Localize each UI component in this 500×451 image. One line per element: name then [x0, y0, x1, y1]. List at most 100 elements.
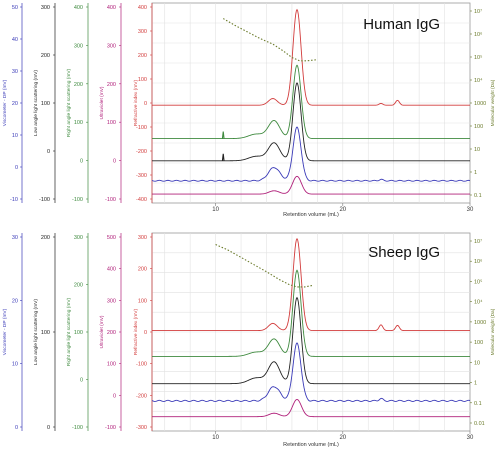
mw-tick-label: 1000 [474, 320, 486, 326]
x-tick-label: 10 [212, 435, 219, 441]
y-tick-label-rals: 200 [74, 283, 83, 289]
y-tick-label-ri: -100 [136, 125, 147, 131]
series-top [151, 8, 471, 195]
series-bottom [151, 237, 471, 418]
y-tick-label-rals: 0 [80, 378, 83, 384]
y-tick-label-rals: 100 [74, 120, 83, 126]
y-tick-label-uv: 100 [107, 362, 116, 368]
y-tick-label-visc: 20 [12, 298, 18, 304]
y-axis-label-rals: Right angle light scattering (mV) [66, 68, 72, 137]
mw-axis-label: Molecular weight (Da) [490, 79, 496, 126]
y-tick-label-ri: -400 [136, 197, 147, 203]
series-line-ri [152, 237, 470, 332]
mw-tick-label: 1 [474, 170, 477, 176]
mw-tick-label: 100 [474, 124, 483, 130]
series-line-uv [152, 398, 470, 418]
x-tick-label: 30 [467, 435, 474, 441]
y-tick-label-rals: -100 [72, 425, 83, 431]
x-axis-label-top: Retention volume (mL) [283, 212, 339, 218]
chart-title-top: Human IgG [363, 16, 440, 33]
mw-tick-label: 1 [474, 381, 477, 387]
chart-title-bottom: Sheep IgG [368, 244, 440, 261]
y-tick-label-visc: -10 [10, 197, 18, 203]
mw-tick-label: 10⁵ [474, 278, 482, 285]
series-line-ri [152, 8, 470, 106]
y-tick-label-visc: 10 [12, 133, 18, 139]
y-tick-label-rals: 300 [74, 235, 83, 241]
y-tick-label-visc: 40 [12, 37, 18, 43]
y-tick-label-lals: 200 [41, 53, 50, 59]
y-tick-label-ri: 100 [138, 298, 147, 304]
y-tick-label-uv: 300 [107, 298, 116, 304]
series-line-uv [152, 175, 470, 195]
x-tick-label: 30 [467, 207, 474, 213]
series-line-visc [151, 126, 471, 182]
x-ticks-top: 10 20 30 [212, 203, 474, 213]
y-tick-label-lals: -100 [39, 197, 50, 203]
y-axis-label-lals: Low angle light scattering (mV) [33, 70, 39, 136]
y-tick-label-uv: 200 [107, 330, 116, 336]
y-tick-label-rals: 0 [80, 159, 83, 165]
y-tick-label-uv: 200 [107, 82, 116, 88]
y-axis-label-ri: Refractive index (mV) [133, 309, 139, 356]
y-tick-label-visc: 10 [12, 362, 18, 368]
y-tick-label-ri: 300 [138, 235, 147, 241]
mw-tick-label: 10⁷ [474, 8, 482, 15]
y-tick-label-visc: 0 [15, 425, 18, 431]
mw-tick-label: 0.1 [474, 401, 482, 407]
y-axis-label-uv: Ultraviolet (mV) [99, 86, 105, 119]
y-tick-label-ri: 400 [138, 5, 147, 11]
series-spike-lals [221, 153, 225, 161]
y-tick-label-uv: -100 [105, 197, 116, 203]
mw-tick-label: 10 [474, 147, 480, 153]
y-tick-label-ri: -100 [136, 362, 147, 368]
y-tick-label-visc: 0 [15, 165, 18, 171]
y-tick-label-uv: 400 [107, 5, 116, 11]
y-tick-label-rals: -100 [72, 197, 83, 203]
y-tick-label-uv: -100 [105, 425, 116, 431]
mw-tick-label: 10⁶ [474, 258, 482, 265]
x-tick-label: 10 [212, 207, 219, 213]
y-tick-label-lals: 300 [41, 5, 50, 11]
y-tick-label-uv: 300 [107, 43, 116, 49]
y-tick-label-visc: 30 [12, 69, 18, 75]
y-tick-label-visc: 30 [12, 235, 18, 241]
y-tick-label-ri: 0 [144, 330, 147, 336]
y-tick-label-ri: -200 [136, 393, 147, 399]
y-tick-label-ri: 200 [138, 267, 147, 273]
mw-tick-label: 100 [474, 340, 483, 346]
x-tick-label: 20 [339, 207, 346, 213]
x-axis-label-bottom: Retention volume (mL) [283, 442, 339, 448]
mw-tick-label: 10⁶ [474, 31, 482, 38]
mw-tick-label: 10⁵ [474, 54, 482, 61]
mw-tick-label: 1000 [474, 101, 486, 107]
y-tick-label-lals: 0 [47, 425, 50, 431]
y-tick-label-ri: 300 [138, 29, 147, 35]
y-tick-label-uv: 100 [107, 120, 116, 126]
y-axis-label-ri: Refractive index (mV) [133, 80, 139, 127]
y-tick-label-lals: 100 [41, 330, 50, 336]
y-axis-label-rals: Right angle light scattering (mV) [66, 297, 72, 366]
mw-tick-label: 0.1 [474, 193, 482, 199]
x-ticks-bottom: 10 20 30 [212, 431, 474, 441]
y-tick-label-lals: 200 [41, 235, 50, 241]
mw-curve [222, 18, 318, 62]
y-tick-label-uv: 0 [113, 393, 116, 399]
mw-tick-label: 10 [474, 360, 480, 366]
y-tick-label-rals: 100 [74, 330, 83, 336]
y-tick-label-lals: 0 [47, 149, 50, 155]
mw-axis-label: Molecular weight (Da) [490, 308, 496, 355]
series-line-visc [151, 342, 471, 402]
mw-tick-label: 0.01 [474, 421, 485, 427]
mw-tick-label: 10⁴ [474, 299, 483, 306]
series-line-rals [152, 64, 470, 140]
y-axis-label-visc: Viscometer - DP (mV) [2, 308, 8, 355]
mw-curve [215, 243, 313, 288]
y-tick-label-uv: 500 [107, 235, 116, 241]
grid-top [152, 3, 470, 203]
y-tick-label-lals: 100 [41, 101, 50, 107]
